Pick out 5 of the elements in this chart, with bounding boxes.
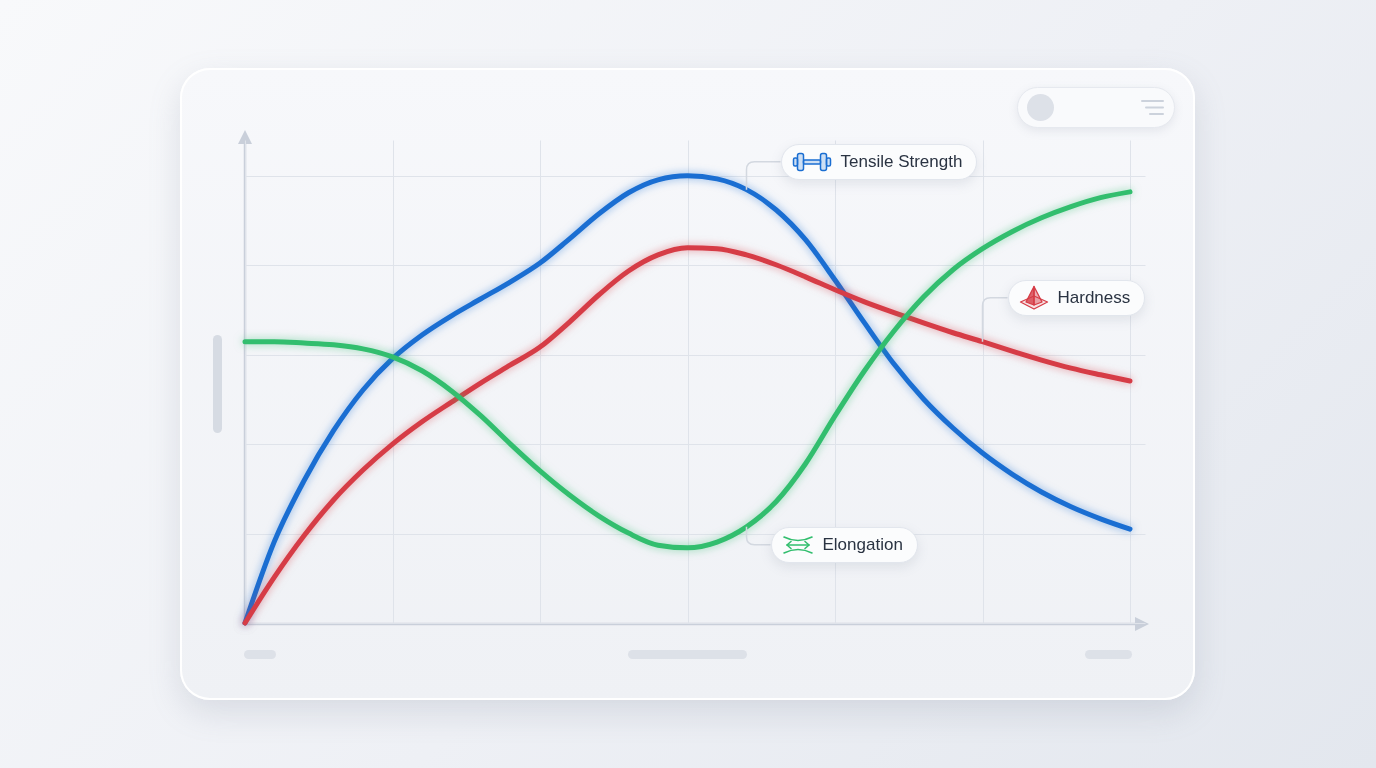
callout-pill: Elongation bbox=[770, 526, 918, 563]
legend-label: Hardness bbox=[1057, 287, 1131, 308]
legend-label: Elongation bbox=[822, 534, 903, 555]
legend-label: Tensile Strength bbox=[840, 151, 963, 172]
callout-pill: Hardness bbox=[1007, 279, 1146, 316]
